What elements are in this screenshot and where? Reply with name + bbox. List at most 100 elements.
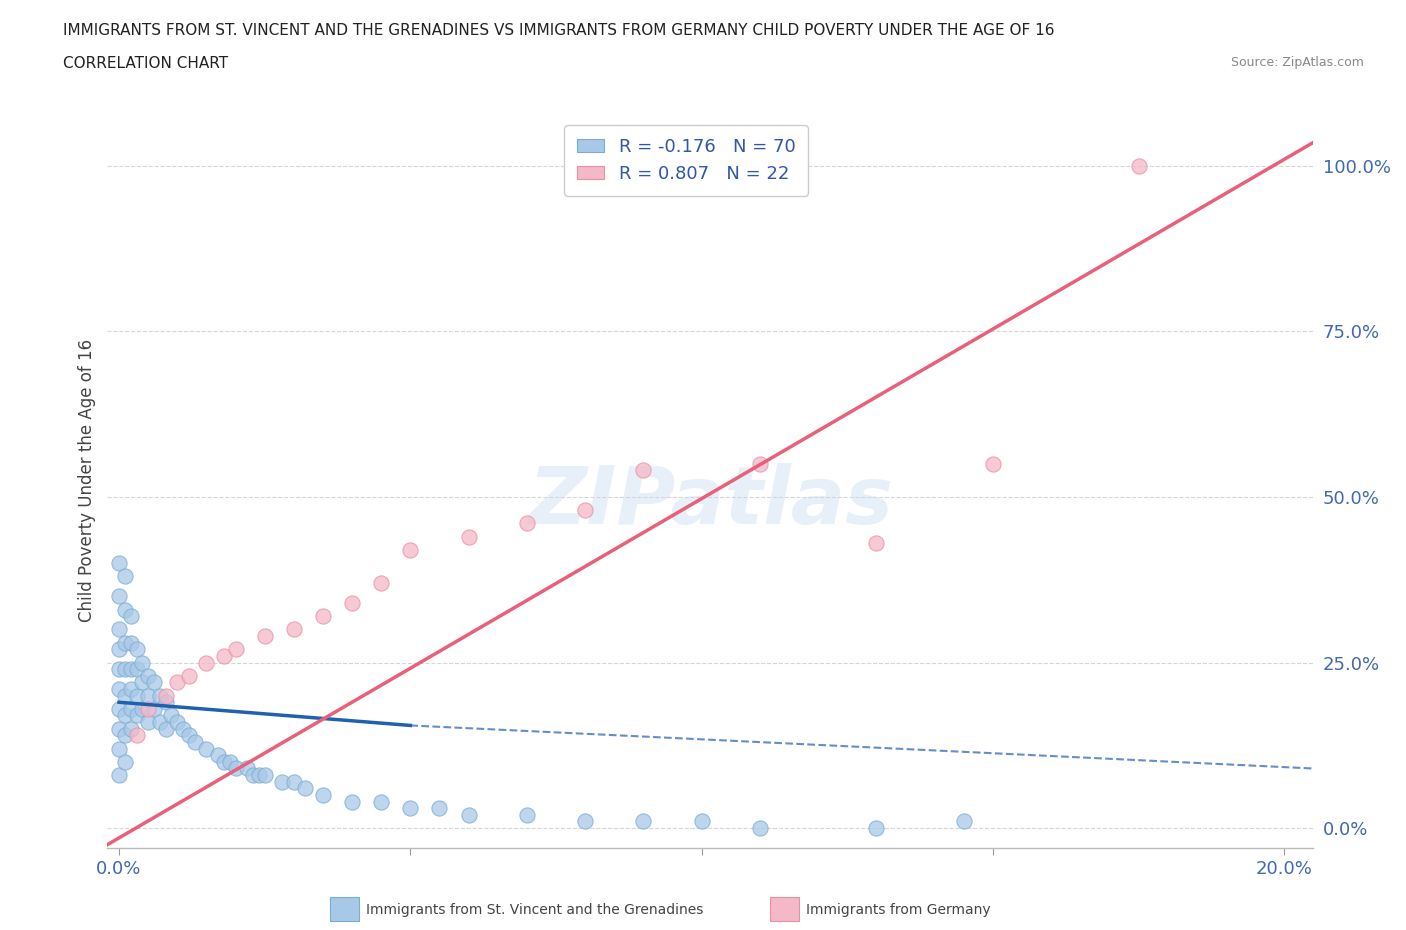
Point — [136, 688, 159, 703]
Point — [195, 741, 218, 756]
Text: Immigrants from Germany: Immigrants from Germany — [806, 902, 990, 917]
Point — [218, 754, 240, 769]
Point — [247, 767, 270, 782]
Point — [108, 741, 131, 756]
Point — [131, 675, 153, 690]
Point — [457, 529, 479, 544]
Point — [120, 661, 142, 676]
Point — [136, 669, 159, 684]
Point — [166, 714, 188, 729]
Point — [271, 775, 294, 790]
Point — [131, 655, 153, 670]
Point — [114, 708, 136, 723]
Point — [120, 682, 142, 697]
Point — [236, 761, 259, 776]
Point — [690, 814, 713, 829]
Point — [131, 701, 153, 716]
Point — [108, 767, 131, 782]
Point — [108, 682, 131, 697]
Point — [340, 595, 363, 610]
Point — [177, 669, 200, 684]
Point — [177, 728, 200, 743]
Legend: R = -0.176   N = 70, R = 0.807   N = 22: R = -0.176 N = 70, R = 0.807 N = 22 — [564, 126, 808, 195]
Point — [155, 695, 177, 710]
Point — [136, 714, 159, 729]
Point — [633, 814, 655, 829]
Point — [143, 701, 166, 716]
Point — [283, 775, 305, 790]
Point — [633, 463, 655, 478]
Point — [207, 748, 229, 763]
Point — [120, 701, 142, 716]
Point — [114, 728, 136, 743]
Point — [125, 708, 148, 723]
Point — [172, 722, 194, 737]
Y-axis label: Child Poverty Under the Age of 16: Child Poverty Under the Age of 16 — [79, 339, 96, 622]
Point — [952, 814, 974, 829]
Point — [149, 714, 172, 729]
Point — [114, 688, 136, 703]
Point — [253, 767, 276, 782]
Point — [865, 820, 887, 835]
Point — [108, 642, 131, 657]
Point — [108, 701, 131, 716]
Point — [195, 655, 218, 670]
Point — [748, 820, 770, 835]
Point — [125, 688, 148, 703]
Point — [981, 457, 1004, 472]
Point — [283, 622, 305, 637]
Point — [125, 642, 148, 657]
Point — [294, 781, 316, 796]
Point — [253, 629, 276, 644]
Point — [748, 457, 770, 472]
Point — [120, 722, 142, 737]
Point — [136, 701, 159, 716]
Point — [155, 722, 177, 737]
Text: Immigrants from St. Vincent and the Grenadines: Immigrants from St. Vincent and the Gren… — [366, 902, 703, 917]
Point — [242, 767, 264, 782]
Text: IMMIGRANTS FROM ST. VINCENT AND THE GRENADINES VS IMMIGRANTS FROM GERMANY CHILD : IMMIGRANTS FROM ST. VINCENT AND THE GREN… — [63, 23, 1054, 38]
Point — [125, 728, 148, 743]
Point — [125, 661, 148, 676]
Point — [312, 609, 335, 624]
Point — [429, 801, 451, 816]
Point — [457, 807, 479, 822]
Point — [574, 814, 596, 829]
Point — [516, 516, 538, 531]
Point — [143, 675, 166, 690]
Point — [212, 754, 235, 769]
Point — [399, 542, 422, 557]
Point — [574, 503, 596, 518]
Point — [312, 788, 335, 803]
Text: CORRELATION CHART: CORRELATION CHART — [63, 56, 228, 71]
Point — [212, 648, 235, 663]
Point — [114, 754, 136, 769]
Text: ZIPatlas: ZIPatlas — [527, 463, 893, 541]
Point — [166, 675, 188, 690]
Point — [114, 602, 136, 617]
Point — [160, 708, 183, 723]
Point — [370, 794, 392, 809]
Point — [108, 722, 131, 737]
Point — [120, 609, 142, 624]
Point — [108, 589, 131, 604]
Point — [399, 801, 422, 816]
Point — [225, 642, 247, 657]
Point — [516, 807, 538, 822]
Point — [149, 688, 172, 703]
Text: Source: ZipAtlas.com: Source: ZipAtlas.com — [1230, 56, 1364, 69]
Point — [370, 576, 392, 591]
Point — [108, 622, 131, 637]
Point — [1128, 158, 1150, 173]
Point — [225, 761, 247, 776]
Point — [114, 569, 136, 584]
Point — [155, 688, 177, 703]
Point — [340, 794, 363, 809]
Point — [120, 635, 142, 650]
Point — [865, 536, 887, 551]
Point — [114, 661, 136, 676]
Point — [108, 661, 131, 676]
Point — [114, 635, 136, 650]
Point — [108, 556, 131, 571]
Point — [184, 735, 207, 750]
